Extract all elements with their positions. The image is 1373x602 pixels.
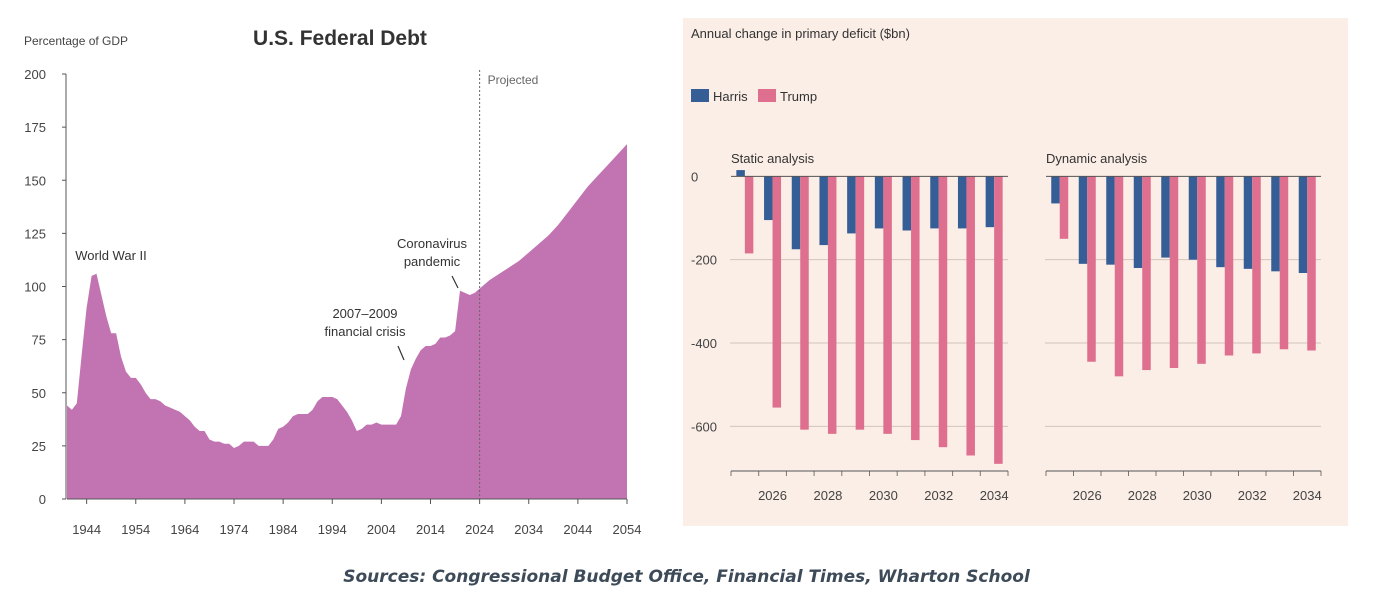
bar-trump-2033 bbox=[966, 176, 975, 456]
x-tick-label: 2026 bbox=[758, 488, 787, 503]
bar-harris-2029 bbox=[1161, 176, 1170, 258]
x-tick-label: 2024 bbox=[465, 522, 494, 537]
annotation-financial-crisis-line2: financial crisis bbox=[325, 324, 406, 339]
bar-harris-2034 bbox=[985, 176, 995, 228]
legend-label-trump: Trump bbox=[780, 89, 817, 104]
x-tick-label: 2026 bbox=[1073, 488, 1102, 503]
y-tick-label: 0 bbox=[691, 169, 698, 184]
federal-debt-chart: Percentage of GDP U.S. Federal Debt 0 25 50 7… bbox=[24, 27, 642, 537]
bar-harris-2025 bbox=[736, 170, 745, 177]
bar-trump-2025 bbox=[744, 176, 754, 254]
x-tick-label: 2034 bbox=[1293, 488, 1322, 503]
x-tick-label: 1954 bbox=[121, 522, 150, 537]
x-tick-label: 2032 bbox=[924, 488, 953, 503]
y-tick-label: 25 bbox=[32, 439, 46, 454]
bar-trump-2031 bbox=[911, 176, 920, 441]
bar-harris-2033 bbox=[957, 176, 967, 229]
annotation-world-war-ii: World War II bbox=[75, 248, 147, 263]
y-tick-label: 150 bbox=[24, 173, 46, 188]
bar-trump-2026 bbox=[772, 176, 782, 408]
bar-harris-2030 bbox=[1188, 176, 1198, 260]
sources-caption: Sources: Congressional Budget Office, Fi… bbox=[343, 567, 1030, 587]
panel-static: Static analysis 2026 2028 2030 2032 2034 bbox=[730, 151, 1009, 503]
bar-trump-2030 bbox=[1197, 176, 1206, 364]
panel-title-dynamic: Dynamic analysis bbox=[1046, 151, 1148, 166]
x-tick-label: 2054 bbox=[613, 522, 642, 537]
bar-trump-2027 bbox=[1114, 176, 1124, 377]
panel-title-static: Static analysis bbox=[731, 151, 815, 166]
x-tick-label: 2030 bbox=[1183, 488, 1212, 503]
annotation-coronavirus-line1: Coronavirus bbox=[397, 236, 468, 251]
bar-trump-2029 bbox=[855, 176, 865, 430]
legend-label-harris: Harris bbox=[713, 89, 748, 104]
panel-dynamic: Dynamic analysis 2026 2028 2030 2032 2034 bbox=[1045, 151, 1322, 503]
x-tick-label: 2034 bbox=[514, 522, 543, 537]
y-tick-label: -200 bbox=[691, 253, 717, 268]
debt-area-series bbox=[67, 144, 627, 499]
annotation-coronavirus-line2: pandemic bbox=[404, 254, 461, 269]
bar-trump-2030 bbox=[883, 176, 892, 434]
chart-title: Annual change in primary deficit ($bn) bbox=[691, 26, 910, 41]
y-tick-label: 0 bbox=[39, 492, 46, 507]
x-tick-label: 2044 bbox=[563, 522, 592, 537]
bar-harris-2027 bbox=[791, 176, 801, 250]
primary-deficit-chart: Annual change in primary deficit ($bn) Ha… bbox=[691, 26, 1322, 503]
bar-trump-2025 bbox=[1059, 176, 1069, 239]
annotation-financial-crisis-arrow bbox=[397, 345, 405, 361]
x-tick-label: 1964 bbox=[170, 522, 199, 537]
bar-harris-2031 bbox=[1216, 176, 1225, 268]
x-tick-label: 2028 bbox=[813, 488, 842, 503]
legend-swatch-harris bbox=[691, 89, 709, 102]
y-tick-label: -400 bbox=[691, 336, 717, 351]
x-tick-label: 2004 bbox=[367, 522, 396, 537]
y-axis-label: Percentage of GDP bbox=[24, 34, 128, 48]
x-tick-label: 1984 bbox=[269, 522, 298, 537]
bar-harris-2026 bbox=[1078, 176, 1088, 264]
bar-harris-2026 bbox=[764, 176, 773, 221]
x-tick-label: 2028 bbox=[1128, 488, 1157, 503]
bar-trump-2028 bbox=[1142, 176, 1151, 371]
x-tick-label: 1974 bbox=[220, 522, 249, 537]
bar-trump-2029 bbox=[1169, 176, 1179, 368]
legend-swatch-trump bbox=[758, 89, 776, 102]
x-tick-label: 2032 bbox=[1238, 488, 1267, 503]
bar-harris-2027 bbox=[1106, 176, 1115, 265]
chart-title: U.S. Federal Debt bbox=[253, 27, 427, 50]
bar-harris-2033 bbox=[1271, 176, 1280, 272]
y-tick-label: 200 bbox=[24, 67, 46, 82]
bar-harris-2031 bbox=[902, 176, 912, 231]
bar-trump-2032 bbox=[1252, 176, 1261, 354]
x-tick-label: 2034 bbox=[980, 488, 1009, 503]
bar-harris-2032 bbox=[930, 176, 939, 229]
y-tick-label: 125 bbox=[24, 226, 46, 241]
y-tick-label: 100 bbox=[24, 280, 46, 295]
bar-trump-2028 bbox=[827, 176, 837, 434]
x-tick-label: 2030 bbox=[869, 488, 898, 503]
x-tick-label: 1944 bbox=[72, 522, 101, 537]
y-tick-label: -600 bbox=[691, 419, 717, 434]
bar-trump-2031 bbox=[1224, 176, 1234, 356]
y-tick-label: 75 bbox=[32, 333, 46, 348]
bar-harris-2025 bbox=[1051, 176, 1060, 204]
bar-trump-2033 bbox=[1279, 176, 1289, 350]
bar-harris-2034 bbox=[1298, 176, 1308, 273]
bar-harris-2028 bbox=[1133, 176, 1143, 268]
annotation-financial-crisis-line1: 2007–2009 bbox=[332, 306, 397, 321]
bar-trump-2034 bbox=[994, 176, 1003, 464]
annotation-coronavirus-arrow bbox=[451, 275, 459, 289]
x-tick-label: 1994 bbox=[318, 522, 347, 537]
y-tick-label: 175 bbox=[24, 120, 46, 135]
deficit-chart-panel: Annual change in primary deficit ($bn) Ha… bbox=[683, 18, 1348, 526]
bar-harris-2029 bbox=[847, 176, 856, 234]
projected-label: Projected bbox=[488, 73, 539, 87]
bar-trump-2034 bbox=[1307, 176, 1316, 351]
bar-harris-2032 bbox=[1243, 176, 1253, 269]
bar-harris-2028 bbox=[819, 176, 828, 246]
bar-trump-2026 bbox=[1087, 176, 1096, 362]
x-tick-label: 2014 bbox=[416, 522, 445, 537]
bar-harris-2030 bbox=[874, 176, 884, 229]
bar-trump-2032 bbox=[938, 176, 948, 448]
y-tick-label: 50 bbox=[32, 386, 46, 401]
bar-trump-2027 bbox=[800, 176, 809, 430]
